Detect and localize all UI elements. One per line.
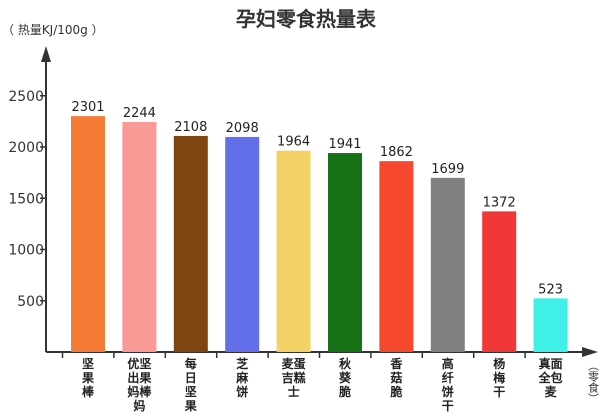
bar bbox=[276, 150, 311, 352]
bar bbox=[173, 135, 208, 352]
category-label: 高 bbox=[442, 356, 454, 371]
category-label: 全包 bbox=[538, 370, 563, 385]
category-label: 纤 bbox=[442, 370, 454, 385]
x-axis-arrow bbox=[582, 347, 598, 357]
category-label: 吉糕 bbox=[282, 370, 306, 385]
data-label: 2108 bbox=[174, 120, 207, 135]
category-label: 芝 bbox=[236, 356, 248, 371]
category-label: 麻 bbox=[235, 370, 249, 385]
category-label: 脆 bbox=[338, 384, 351, 399]
category-label: 麦蛋 bbox=[282, 356, 306, 371]
category-label: 饼 bbox=[236, 384, 248, 399]
category-label: 饼 bbox=[442, 384, 454, 399]
data-label: 1941 bbox=[328, 137, 361, 152]
x-axis-label: （零食） bbox=[587, 360, 600, 404]
category-label: 秋 bbox=[339, 356, 352, 371]
bar bbox=[122, 121, 157, 353]
y-axis-label: （ 热量KJ/100g ） bbox=[2, 23, 104, 37]
category-label: 妈棒 bbox=[127, 384, 152, 399]
y-axis-arrow bbox=[41, 46, 51, 62]
category-label: 葵 bbox=[338, 370, 352, 385]
y-tick-label: 2000 bbox=[8, 140, 44, 156]
data-label: 1862 bbox=[380, 145, 413, 160]
bar bbox=[71, 116, 105, 353]
data-label: 523 bbox=[538, 282, 563, 297]
category-label: 真面 bbox=[539, 356, 563, 371]
category-label: 出果 bbox=[127, 370, 151, 385]
bar bbox=[225, 136, 260, 352]
category-label: 干 bbox=[442, 399, 454, 413]
category-label: 棒 bbox=[82, 384, 95, 399]
category-label: 妈 bbox=[133, 398, 145, 413]
bar bbox=[328, 153, 362, 352]
x-axis-label-text: （零食） bbox=[587, 360, 600, 404]
data-label: 1964 bbox=[277, 135, 310, 150]
chart-title: 孕妇零食热量表 bbox=[236, 7, 377, 31]
category-label: 每 bbox=[185, 356, 197, 371]
y-tick-label: 2500 bbox=[8, 89, 44, 105]
y-tick-label: 500 bbox=[17, 294, 44, 310]
y-tick-label: 1500 bbox=[8, 191, 44, 207]
category-label: 坚 bbox=[82, 357, 94, 371]
category-label: 干 bbox=[493, 385, 505, 399]
category-label: 菇 bbox=[390, 370, 402, 385]
category-label: 坚 bbox=[185, 385, 197, 399]
category-label: 脆 bbox=[389, 384, 402, 399]
bar bbox=[533, 298, 568, 352]
category-label: 士 bbox=[288, 384, 300, 399]
y-tick-label: 1000 bbox=[8, 243, 44, 259]
category-label: 香 bbox=[389, 356, 402, 371]
category-label: 梅 bbox=[493, 370, 505, 385]
category-label: 果 bbox=[81, 371, 94, 385]
category-label: 优坚 bbox=[127, 356, 151, 371]
category-label: 麦 bbox=[545, 384, 558, 399]
bar bbox=[482, 211, 517, 352]
category-label: 果 bbox=[184, 399, 197, 413]
category-label: 日 bbox=[185, 371, 197, 385]
data-label: 2244 bbox=[123, 106, 156, 121]
bar bbox=[430, 177, 465, 352]
data-label: 2301 bbox=[71, 100, 104, 115]
data-label: 1699 bbox=[431, 162, 464, 177]
data-label: 2098 bbox=[226, 121, 259, 136]
category-label: 杨 bbox=[493, 356, 505, 371]
data-label: 1372 bbox=[483, 195, 516, 210]
bar bbox=[379, 161, 414, 352]
